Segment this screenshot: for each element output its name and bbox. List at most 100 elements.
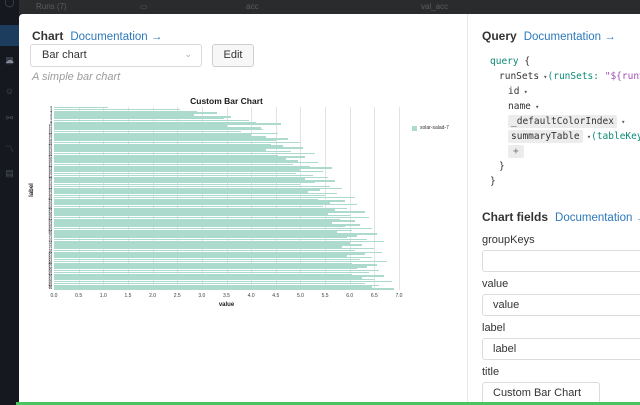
y-tick-label: 88: [48, 267, 52, 271]
chart-fields-heading: Chart fields Documentation →: [482, 210, 640, 224]
y-tick-label: 57: [48, 210, 52, 214]
chart-description: A simple bar chart: [32, 71, 121, 83]
bar: [54, 136, 266, 138]
field-title-input[interactable]: [482, 382, 600, 404]
add-field-button[interactable]: +: [508, 145, 524, 158]
chart-heading-label: Chart: [32, 29, 64, 43]
workspace-grid-icon[interactable]: ▦: [5, 55, 14, 65]
field-value-input[interactable]: [482, 294, 640, 316]
y-tick-label: 29: [48, 159, 52, 163]
y-tick-label: 86: [48, 263, 52, 267]
bar: [54, 249, 355, 252]
bar: [54, 244, 363, 246]
y-tick-label: 1: [50, 107, 52, 111]
y-tick-label: 38: [48, 175, 52, 179]
field-label-label: label: [482, 322, 506, 334]
bar: [54, 130, 242, 133]
y-tick-label: 78: [48, 248, 52, 252]
bar: [54, 213, 328, 215]
y-tick-label: 44: [48, 186, 52, 190]
field-label-input[interactable]: [482, 338, 640, 360]
chart-type-dropdown[interactable]: Bar chart ⌄: [30, 44, 202, 67]
field-groupkeys: groupKeys: [482, 234, 640, 272]
reports-icon[interactable]: ⚯: [5, 113, 14, 123]
bar: [54, 114, 195, 116]
field-pill[interactable]: summaryTable: [508, 130, 583, 143]
y-tick-label: 64: [48, 223, 52, 227]
y-tick-label: 74: [48, 241, 52, 245]
y-tick-label: 58: [48, 212, 52, 216]
project-cloud-icon[interactable]: ☁: [5, 55, 14, 65]
y-tick-label: 55: [48, 206, 52, 210]
field-caret-icon[interactable]: ▾: [582, 133, 592, 141]
field-caret-icon[interactable]: ▾: [519, 88, 528, 96]
query-doc-link[interactable]: Documentation →: [523, 31, 616, 43]
x-tick-label: 3.5: [223, 293, 230, 299]
y-tick-label: 8: [50, 120, 52, 124]
bar: [54, 161, 318, 164]
bar: [54, 183, 301, 186]
code-line: }: [490, 159, 640, 174]
sidebar-active-item[interactable]: ☁: [0, 25, 19, 65]
bar: [54, 154, 279, 157]
chart-doc-link[interactable]: Documentation →: [70, 31, 163, 43]
bar: [54, 143, 271, 146]
bar: [54, 134, 252, 136]
x-tick-label: 4.5: [272, 293, 280, 299]
bar: [54, 275, 385, 277]
y-tick-label: 30: [48, 160, 52, 164]
bar: [54, 178, 306, 180]
bar: [54, 112, 217, 114]
y-tick-label: 41: [48, 181, 52, 185]
y-tick-label: 45: [48, 188, 52, 192]
panel-icon: ▭: [140, 2, 148, 11]
sweeps-icon[interactable]: ☺: [4, 86, 15, 96]
artifacts-icon[interactable]: 〽: [4, 144, 14, 154]
bar: [54, 235, 358, 237]
tables-icon[interactable]: ▤: [5, 168, 14, 178]
y-tick-label: 24: [48, 149, 52, 153]
chart-type-value: Bar chart: [42, 49, 87, 61]
bar: [54, 117, 225, 120]
edit-button[interactable]: Edit: [212, 44, 254, 67]
code-keyword: query: [490, 56, 519, 67]
x-tick-label: 1.0: [99, 293, 107, 299]
y-tick-label: 63: [48, 221, 52, 225]
chart-legend: solar-salad-7: [412, 125, 449, 131]
bar: [54, 247, 375, 250]
profile-icon[interactable]: ◯: [4, 0, 15, 7]
bar: [54, 194, 326, 197]
bar: [54, 253, 365, 255]
field-groupkeys-input[interactable]: [482, 250, 640, 272]
field-caret-icon[interactable]: ▾: [530, 103, 540, 111]
query-code-editor[interactable]: query {runSets ▾(runSets: "${runSets}" i…: [490, 54, 640, 189]
bar: [54, 280, 392, 283]
app-sidebar: ☁ ◯ ▦ ☺ ⚯ 〽 ▤: [0, 0, 19, 405]
y-tick-label: 76: [48, 245, 52, 249]
field-pill[interactable]: _defaultColorIndex: [508, 115, 617, 128]
y-tick-label: 71: [48, 235, 52, 239]
bar: [54, 264, 377, 266]
y-tick-label: 79: [48, 250, 52, 254]
field-title: title: [482, 366, 640, 404]
bar: [54, 174, 313, 177]
y-tick-label: 90: [48, 270, 52, 274]
y-tick-label: 17: [48, 137, 52, 141]
bar: [54, 185, 330, 188]
field-caret-icon[interactable]: ▾: [539, 73, 548, 81]
bar: [54, 119, 249, 122]
y-tick-label: 32: [48, 164, 52, 168]
y-tick-label: 70: [48, 234, 52, 238]
y-tick-label: 84: [48, 259, 52, 263]
legend-series-label: solar-salad-7: [420, 125, 449, 131]
bar: [54, 152, 316, 155]
y-tick-label: 50: [48, 197, 52, 201]
bar: [54, 150, 291, 153]
bottom-accent-line: [16, 402, 640, 405]
bar: [54, 227, 372, 230]
chart-fields-doc-link[interactable]: Documentation →: [555, 212, 640, 224]
field-caret-icon[interactable]: ▾: [616, 118, 626, 126]
chart-section-heading: Chart Documentation →: [32, 29, 162, 43]
x-axis-title: value: [218, 302, 235, 308]
bar: [54, 257, 372, 259]
